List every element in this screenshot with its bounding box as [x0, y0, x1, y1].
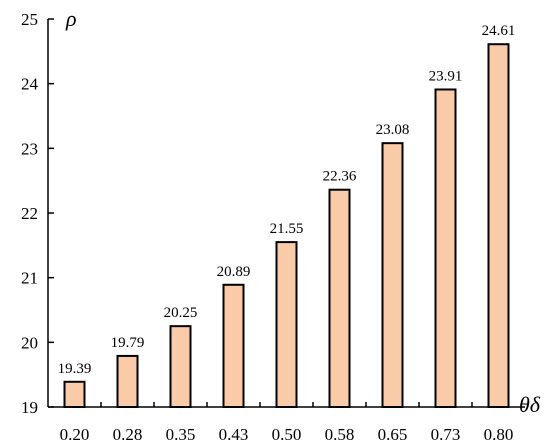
value-labels-group: 19.39 19.79 20.25 20.89 21.55 22.36 23.08 23.91…	[58, 23, 516, 377]
bar	[434, 88, 457, 408]
y-tick-label: 20	[21, 333, 38, 352]
x-tick-label: 0.50	[272, 425, 302, 444]
y-tick-label: 21	[21, 269, 38, 288]
bar	[169, 325, 192, 408]
bar-value-label: 24.61	[482, 23, 516, 39]
bar	[63, 380, 86, 408]
bar	[275, 241, 298, 408]
bar-value-label: 21.55	[270, 221, 304, 237]
x-tick-label: 0.80	[484, 425, 514, 444]
x-tick-label: 0.35	[166, 425, 196, 444]
x-tick-label: 0.43	[219, 425, 249, 444]
y-tick-label: 24	[21, 75, 39, 94]
y-tick-label: 25	[21, 10, 38, 29]
x-tick-label: 0.73	[431, 425, 461, 444]
x-tick-label: 0.58	[325, 425, 355, 444]
x-axis-label: θδ	[519, 392, 541, 417]
bars-group	[63, 43, 510, 408]
bar-value-label: 22.36	[323, 169, 357, 185]
y-tick-label: 22	[21, 204, 38, 223]
bar-value-label: 19.79	[111, 335, 145, 351]
y-axis-label: ρ	[65, 6, 77, 31]
bar	[116, 354, 139, 408]
y-tick-label: 23	[21, 139, 38, 158]
bar-value-label: 20.89	[217, 264, 251, 280]
x-tick-label: 0.65	[378, 425, 408, 444]
x-tick-label: 0.28	[113, 425, 143, 444]
y-tick-label: 19	[21, 398, 38, 417]
bar-value-label: 23.08	[376, 122, 410, 138]
bar-value-label: 19.39	[58, 361, 92, 377]
bar	[487, 43, 510, 408]
x-tick-label: 0.20	[60, 425, 90, 444]
y-ticks-group: 19 20 21 22 23 24 25	[21, 10, 54, 417]
bar-value-label: 23.91	[429, 68, 463, 84]
bar	[328, 188, 351, 408]
bar	[381, 142, 404, 408]
x-ticks-group: 0.20 0.28 0.35 0.43 0.50 0.58 0.65 0.73 0.80	[60, 402, 514, 444]
bar	[222, 283, 245, 408]
bar-value-label: 20.25	[164, 305, 198, 321]
